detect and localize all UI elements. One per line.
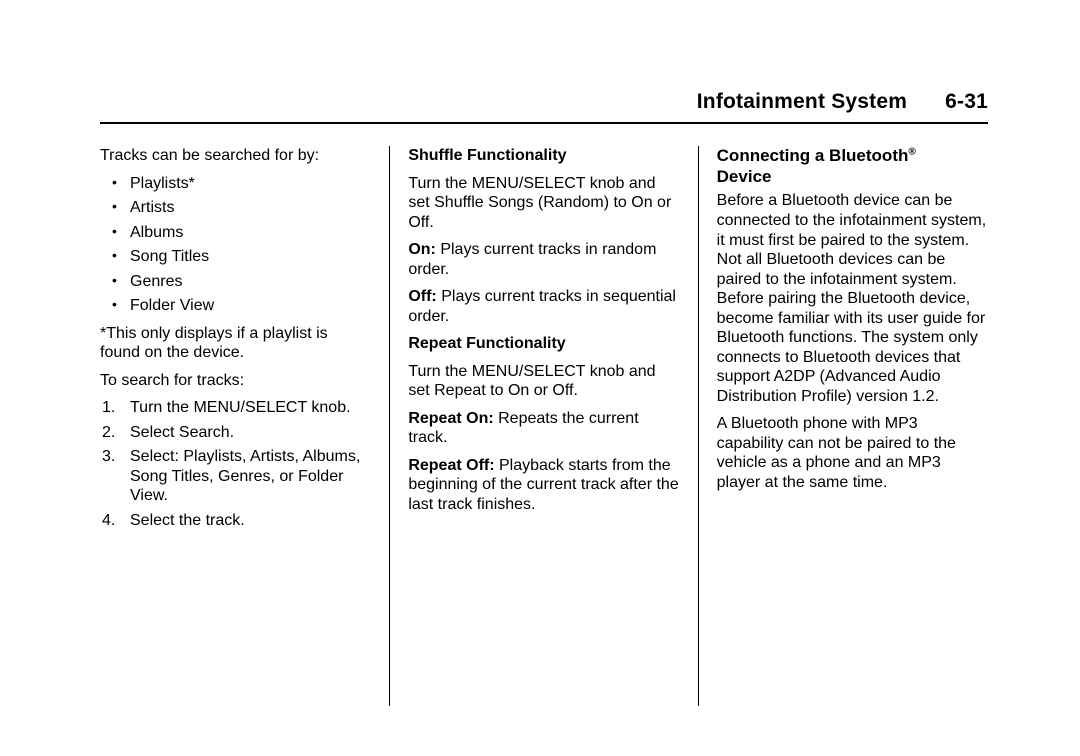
col1-footnote: *This only displays if a playlist is fou… [100,324,371,363]
col1-search-intro: To search for tracks: [100,371,371,391]
list-item: Song Titles [100,247,371,267]
registered-icon: ® [908,146,916,157]
col3-heading: Connecting a Bluetooth® Device [717,146,988,187]
column-3: Connecting a Bluetooth® Device Before a … [699,146,988,716]
text-off: Plays current tracks in sequential order… [408,288,676,325]
list-item: Select Search. [100,423,371,443]
header-rule [100,122,988,124]
label-repeat-on: Repeat On: [408,410,493,427]
col1-intro: Tracks can be searched for by: [100,146,371,166]
list-item: Select the track. [100,511,371,531]
heading-text-post: Device [717,167,772,186]
col1-steps: Turn the MENU/SELECT knob. Select Search… [100,398,371,530]
manual-page: Infotainment System 6-31 Tracks can be s… [0,0,1080,756]
col2-heading-repeat: Repeat Functionality [408,334,679,354]
label-on: On: [408,241,436,258]
list-item: Playlists* [100,174,371,194]
page-number: 6-31 [945,90,988,113]
label-repeat-off: Repeat Off: [408,457,494,474]
column-2: Shuffle Functionality Turn the MENU/SELE… [390,146,697,716]
col2-on: On: Plays current tracks in random order… [408,240,679,279]
col2-repeat-text: Turn the MENU/SELECT knob and set Repeat… [408,362,679,401]
col2-repeat-on: Repeat On: Repeats the current track. [408,409,679,448]
header-title: Infotainment System [697,90,907,113]
list-item: Artists [100,198,371,218]
list-item: Albums [100,223,371,243]
page-header: Infotainment System 6-31 [697,90,988,114]
col3-p1: Before a Bluetooth device can be connect… [717,191,988,406]
col3-p2: A Bluetooth phone with MP3 capability ca… [717,414,988,492]
col1-bullets: Playlists* Artists Albums Song Titles Ge… [100,174,371,316]
heading-text-pre: Connecting a Bluetooth [717,146,909,165]
col2-heading-shuffle: Shuffle Functionality [408,146,679,166]
label-off: Off: [408,288,436,305]
col2-repeat-off: Repeat Off: Playback starts from the beg… [408,456,679,515]
list-item: Genres [100,272,371,292]
column-1: Tracks can be searched for by: Playlists… [100,146,389,716]
list-item: Turn the MENU/SELECT knob. [100,398,371,418]
content-columns: Tracks can be searched for by: Playlists… [100,146,988,716]
text-on: Plays current tracks in random order. [408,241,656,278]
col2-off: Off: Plays current tracks in sequential … [408,287,679,326]
list-item: Select: Playlists, Artists, Albums, Song… [100,447,371,506]
col2-shuffle-text: Turn the MENU/SELECT knob and set Shuffl… [408,174,679,233]
list-item: Folder View [100,296,371,316]
